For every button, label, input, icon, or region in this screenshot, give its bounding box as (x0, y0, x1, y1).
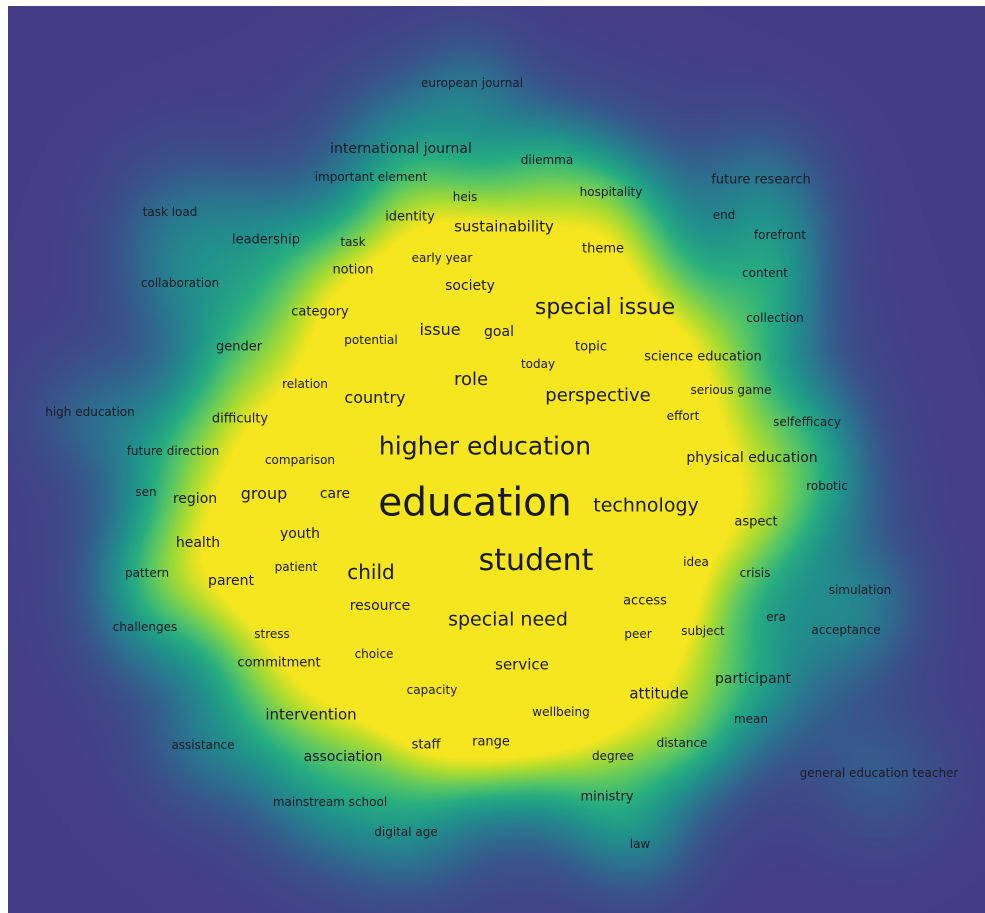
term-serious-game[interactable]: serious game (690, 383, 772, 397)
term-today[interactable]: today (520, 357, 556, 371)
term-relation[interactable]: relation (282, 377, 328, 391)
term-physical-education[interactable]: physical education (686, 450, 818, 466)
term-task-load[interactable]: task load (142, 205, 198, 219)
term-robotic[interactable]: robotic (806, 479, 848, 493)
term-group[interactable]: group (240, 484, 288, 503)
term-law[interactable]: law (629, 837, 651, 851)
term-dilemma[interactable]: dilemma (520, 153, 574, 167)
term-special-need[interactable]: special need (448, 608, 568, 631)
term-european-journal[interactable]: european journal (420, 76, 524, 90)
term-era[interactable]: era (766, 610, 786, 624)
term-attitude[interactable]: attitude (629, 684, 689, 703)
term-category[interactable]: category (291, 304, 349, 320)
term-simulation[interactable]: simulation (828, 583, 892, 597)
term-access[interactable]: access (623, 593, 667, 609)
term-acceptance[interactable]: acceptance (811, 623, 881, 637)
term-end[interactable]: end (712, 208, 736, 222)
term-international-journal[interactable]: international journal (330, 141, 472, 157)
term-collaboration[interactable]: collaboration (140, 276, 220, 290)
term-gender[interactable]: gender (215, 339, 263, 355)
term-patient[interactable]: patient (274, 560, 318, 574)
density-visualization: education student higher education special … (8, 6, 985, 913)
term-degree[interactable]: degree (591, 749, 635, 763)
term-pattern[interactable]: pattern (124, 566, 170, 580)
term-sen[interactable]: sen (135, 485, 157, 499)
term-sustainability[interactable]: sustainability (454, 217, 554, 236)
term-hospitality[interactable]: hospitality (579, 185, 643, 199)
term-issue[interactable]: issue (419, 320, 461, 339)
term-important-element[interactable]: important element (314, 170, 428, 184)
term-selfefficacy[interactable]: selfefficacy (773, 415, 841, 429)
term-task[interactable]: task (340, 235, 366, 249)
term-heis[interactable]: heis (452, 190, 478, 204)
term-region[interactable]: region (172, 491, 218, 507)
term-comparison[interactable]: comparison (264, 453, 336, 467)
term-identity[interactable]: identity (385, 209, 435, 225)
term-general-education-teacher[interactable]: general education teacher (799, 766, 959, 780)
term-range[interactable]: range (472, 734, 510, 750)
term-topic[interactable]: topic (574, 339, 608, 355)
term-stress[interactable]: stress (254, 627, 290, 641)
term-mean[interactable]: mean (733, 712, 769, 726)
term-early-year[interactable]: early year (411, 251, 473, 265)
term-care[interactable]: care (319, 486, 351, 502)
term-wellbeing[interactable]: wellbeing (532, 705, 590, 719)
term-parent[interactable]: parent (208, 573, 254, 589)
term-idea[interactable]: idea (683, 555, 709, 569)
term-student[interactable]: student (478, 543, 594, 578)
term-future-direction[interactable]: future direction (126, 444, 220, 458)
term-challenges[interactable]: challenges (112, 620, 178, 634)
term-digital-age[interactable]: digital age (374, 825, 438, 839)
term-distance[interactable]: distance (656, 736, 708, 750)
term-mainstream-school[interactable]: mainstream school (272, 795, 388, 809)
term-potential[interactable]: potential (344, 333, 398, 347)
term-commitment[interactable]: commitment (237, 655, 321, 671)
term-youth[interactable]: youth (279, 526, 321, 542)
term-choice[interactable]: choice (354, 647, 394, 661)
term-service[interactable]: service (495, 655, 549, 674)
term-peer[interactable]: peer (624, 627, 652, 641)
term-aspect[interactable]: aspect (734, 514, 778, 530)
term-health[interactable]: health (175, 535, 221, 551)
term-forefront[interactable]: forefront (753, 228, 807, 242)
term-perspective[interactable]: perspective (545, 385, 651, 406)
term-resource[interactable]: resource (349, 598, 411, 614)
term-intervention[interactable]: intervention (265, 705, 357, 724)
term-child[interactable]: child (347, 560, 395, 584)
term-effort[interactable]: effort (666, 409, 700, 423)
term-participant[interactable]: participant (714, 671, 792, 687)
term-higher-education[interactable]: higher education (378, 431, 592, 461)
term-notion[interactable]: notion (332, 262, 374, 278)
term-country[interactable]: country (344, 388, 406, 407)
term-difficulty[interactable]: difficulty (211, 411, 269, 427)
term-labels: education student higher education special … (8, 6, 985, 913)
term-crisis[interactable]: crisis (739, 566, 771, 580)
term-technology[interactable]: technology (593, 494, 699, 517)
term-content[interactable]: content (742, 266, 788, 280)
term-capacity[interactable]: capacity (406, 683, 458, 697)
density-heatmap (8, 6, 985, 913)
term-theme[interactable]: theme (582, 241, 624, 257)
term-staff[interactable]: staff (411, 737, 441, 753)
term-goal[interactable]: goal (484, 324, 514, 340)
term-role[interactable]: role (453, 369, 489, 390)
term-science-education[interactable]: science education (644, 349, 762, 365)
term-leadership[interactable]: leadership (231, 232, 301, 248)
term-education[interactable]: education (378, 480, 572, 526)
term-special-issue[interactable]: special issue (534, 295, 676, 320)
term-ministry[interactable]: ministry (580, 789, 634, 805)
term-collection[interactable]: collection (746, 311, 804, 325)
term-high-education[interactable]: high education (45, 405, 135, 419)
term-assistance[interactable]: assistance (171, 738, 235, 752)
term-subject[interactable]: subject (681, 624, 725, 638)
term-association[interactable]: association (303, 749, 383, 765)
term-future-research[interactable]: future research (711, 172, 811, 188)
term-society[interactable]: society (445, 278, 495, 294)
